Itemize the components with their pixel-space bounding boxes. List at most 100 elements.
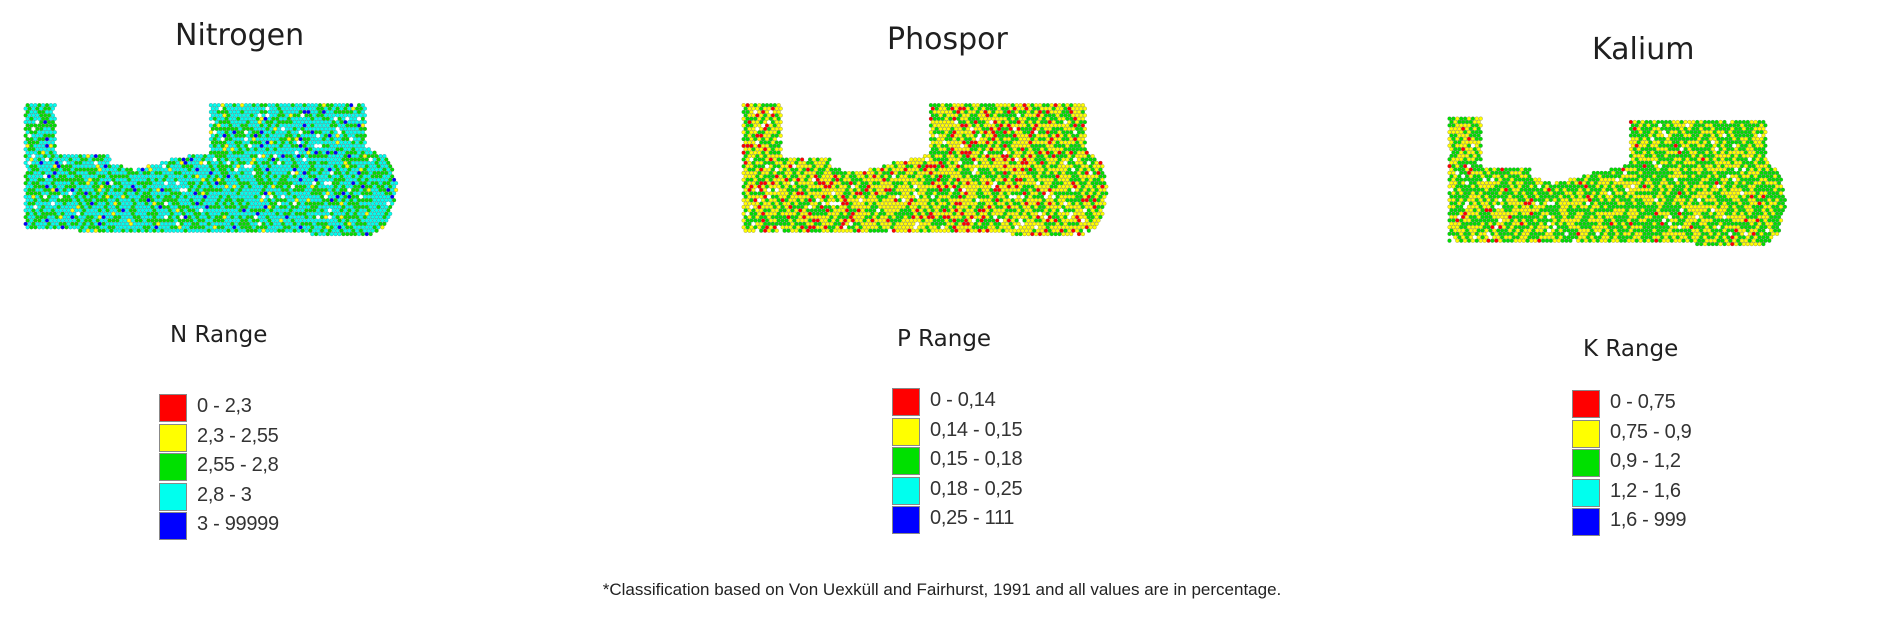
sample-point [27, 187, 32, 193]
sample-point [960, 198, 965, 203]
sample-point [930, 126, 935, 131]
sample-point [1080, 143, 1085, 148]
sample-point [1020, 147, 1025, 152]
sample-point [792, 157, 797, 162]
sample-point [1067, 201, 1072, 206]
sample-point [169, 184, 174, 189]
sample-point [946, 120, 951, 125]
sample-point [1045, 157, 1050, 162]
sample-point [811, 164, 816, 169]
sample-point [214, 154, 219, 159]
sample-point [1049, 157, 1054, 162]
sample-point [138, 170, 143, 176]
sample-point [1022, 157, 1027, 162]
sample-point [46, 106, 52, 111]
sample-point [271, 184, 276, 189]
sample-point [883, 194, 889, 199]
sample-point [259, 150, 264, 155]
sample-point [997, 201, 1002, 206]
sample-point [343, 126, 348, 131]
sample-point [757, 164, 762, 169]
sample-point [907, 167, 912, 172]
sample-point [226, 113, 231, 118]
sample-point [819, 204, 824, 210]
sample-point [337, 184, 342, 189]
sample-point [222, 208, 227, 213]
sample-point [72, 204, 77, 210]
sample-point [997, 113, 1002, 118]
sample-point [220, 150, 225, 155]
sample-point [868, 208, 873, 213]
sample-point [210, 147, 215, 152]
sample-point [343, 221, 348, 226]
sample-point [809, 181, 814, 186]
sample-point [280, 120, 286, 125]
sample-point [33, 130, 38, 135]
sample-point [337, 109, 342, 115]
sample-point [183, 221, 188, 226]
sample-point [349, 177, 354, 182]
sample-point [222, 221, 227, 226]
sample-point [1082, 194, 1087, 199]
sample-point [345, 143, 350, 148]
sample-point [261, 187, 266, 193]
phosphor-title: Phospor [887, 22, 1008, 57]
sample-point [263, 164, 268, 169]
sample-point [954, 201, 959, 206]
sample-point [891, 187, 896, 193]
sample-point [167, 208, 172, 213]
sample-point [1043, 181, 1048, 186]
sample-point [946, 106, 951, 111]
sample-point [1063, 194, 1068, 199]
sample-point [997, 194, 1002, 199]
sample-point [146, 211, 151, 216]
sample-point [251, 211, 256, 216]
sample-point [83, 164, 89, 169]
sample-point [973, 187, 978, 193]
sample-point [792, 177, 797, 182]
sample-point [282, 184, 288, 189]
sample-point [376, 191, 381, 196]
sample-point [1000, 201, 1006, 206]
sample-point [1026, 103, 1031, 108]
sample-point [238, 228, 243, 233]
sample-point [1000, 208, 1006, 213]
sample-point [68, 225, 73, 230]
sample-point [934, 120, 939, 125]
sample-point [776, 170, 781, 176]
sample-point [85, 208, 91, 213]
sample-point [858, 211, 863, 216]
sample-point [234, 154, 239, 159]
sample-point [817, 194, 822, 199]
sample-point [228, 164, 233, 169]
sample-point [298, 218, 303, 223]
sample-point [1078, 126, 1084, 131]
sample-point [1004, 208, 1009, 213]
sample-point [948, 177, 953, 182]
sample-point [940, 123, 945, 128]
sample-point [866, 191, 871, 196]
sample-point [772, 116, 777, 121]
sample-point [109, 174, 114, 179]
sample-point [329, 191, 334, 196]
sample-point [950, 126, 955, 131]
sample-point [37, 143, 42, 148]
sample-point [1088, 191, 1093, 196]
sample-point [339, 181, 344, 186]
sample-point [1047, 140, 1052, 145]
sample-point [1024, 154, 1029, 159]
sample-point [839, 184, 844, 189]
sample-point [856, 201, 861, 206]
sample-point [1086, 208, 1091, 213]
sample-point [1045, 198, 1050, 203]
sample-point [1032, 160, 1037, 165]
sample-point [199, 228, 204, 233]
sample-point [975, 123, 980, 128]
sample-point [944, 184, 949, 189]
sample-point [1088, 184, 1093, 189]
sample-point [27, 194, 32, 199]
sample-point [993, 133, 998, 138]
sample-point [169, 170, 174, 176]
sample-point [825, 194, 830, 199]
sample-point [960, 157, 965, 162]
